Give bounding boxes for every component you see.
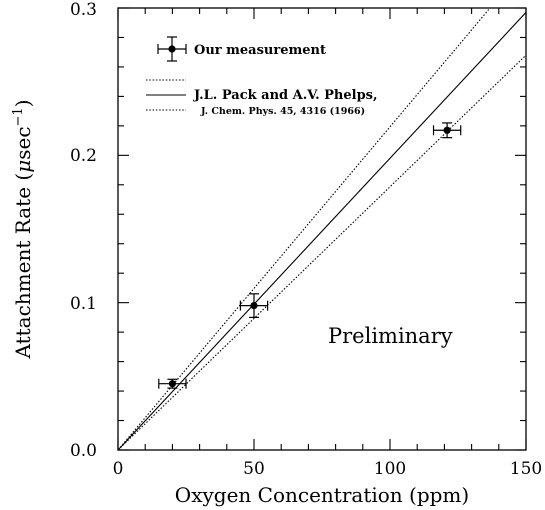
axis-ticks bbox=[117, 7, 527, 451]
y-tick-label: 0.1 bbox=[70, 294, 97, 314]
legend-marker-measurement bbox=[157, 36, 187, 62]
y-axis-title-exponent: −1 bbox=[11, 107, 26, 126]
y-tick-label: 0.3 bbox=[70, 0, 97, 20]
reference-lines bbox=[118, 8, 526, 450]
y-axis-title-mu: μ bbox=[11, 160, 35, 173]
x-tick-label: 0 bbox=[113, 459, 124, 479]
legend: Our measurement J.L. Pack and A.V. Phelp… bbox=[146, 36, 378, 117]
y-tick-label: 0.0 bbox=[70, 441, 97, 461]
y-axis-title-close: ) bbox=[11, 99, 35, 107]
data-point-marker bbox=[443, 126, 451, 134]
x-tick-label: 150 bbox=[510, 459, 542, 479]
measurement-points bbox=[158, 122, 462, 389]
legend-label-citation: J. Chem. Phys. 45, 4316 (1966) bbox=[200, 106, 365, 117]
plot-frame bbox=[117, 7, 527, 451]
x-tick-label: 100 bbox=[374, 459, 406, 479]
data-point-with-errorbars bbox=[158, 378, 187, 389]
data-point-marker bbox=[168, 380, 176, 388]
data-point-marker bbox=[250, 302, 258, 310]
preliminary-annotation: Preliminary bbox=[328, 324, 453, 348]
x-tick-label: 50 bbox=[243, 459, 265, 479]
data-point-with-errorbars bbox=[239, 293, 269, 318]
legend-label-reference: J.L. Pack and A.V. Phelps, bbox=[193, 88, 378, 103]
y-axis-title: Attachment Rate (μsec−1) bbox=[11, 99, 35, 359]
data-point-with-errorbars bbox=[432, 122, 462, 139]
y-axis-title-main: Attachment Rate ( bbox=[11, 173, 35, 360]
reference-line-dotted bbox=[118, 54, 526, 450]
legend-label-measurement: Our measurement bbox=[194, 43, 326, 58]
x-axis-title: Oxygen Concentration (ppm) bbox=[175, 483, 469, 507]
y-tick-label: 0.2 bbox=[70, 146, 97, 166]
reference-line-solid bbox=[118, 12, 526, 450]
y-axis-title-unit: sec bbox=[11, 126, 35, 159]
reference-line-dotted bbox=[118, 8, 491, 450]
